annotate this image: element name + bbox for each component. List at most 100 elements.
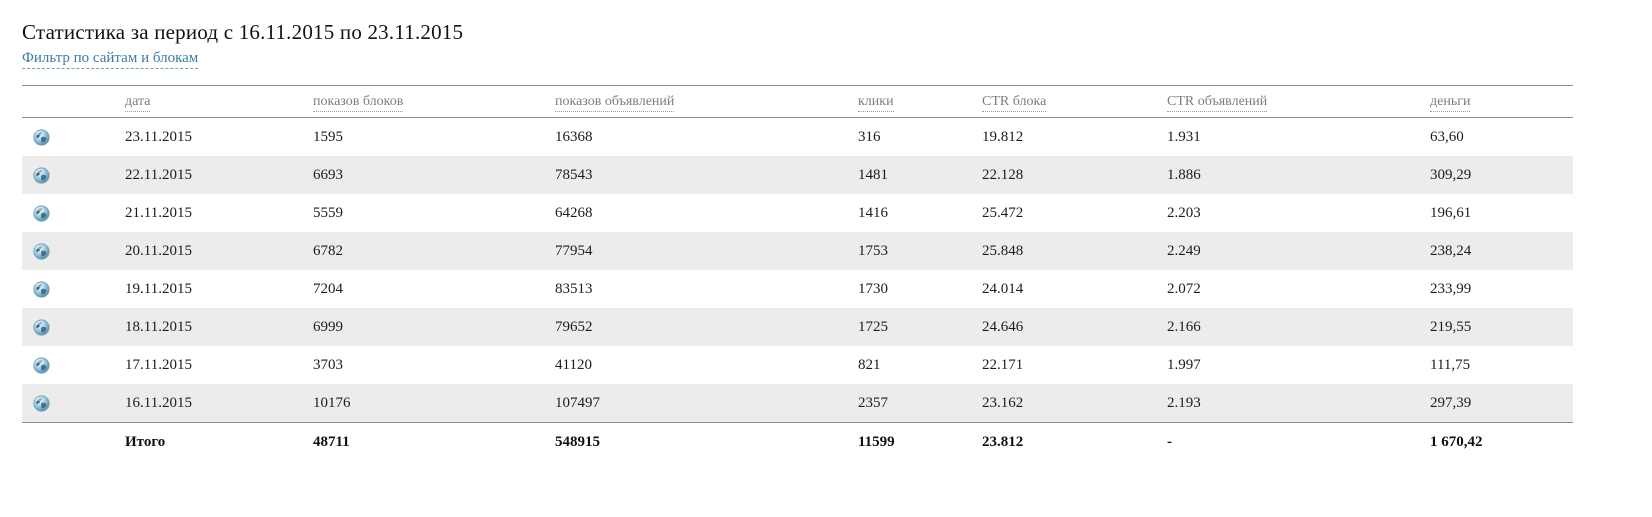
cell-clicks: 1416 [858, 204, 888, 221]
cell-money: 297,39 [1430, 384, 1573, 423]
cell-date: 23.11.2015 [125, 128, 192, 145]
cell-ctr-ads: 2.249 [1167, 232, 1430, 270]
cell-date: 16.11.2015 [125, 384, 313, 423]
site-icon-cell[interactable] [22, 118, 125, 157]
cell-ctr-block: 19.812 [982, 128, 1024, 145]
column-header-ctr-block: CTR блока [982, 86, 1167, 118]
cell-ctr-block: 24.646 [982, 308, 1167, 346]
globe-icon [33, 280, 50, 298]
cell-clicks: 1481 [858, 156, 982, 194]
table-row: 22.11.2015 6693 78543 1481 22.128 1.886 309,29 [22, 156, 1573, 194]
cell-money: 219,55 [1430, 308, 1573, 346]
cell-ctr-ads: 2.072 [1167, 280, 1201, 297]
globe-icon [33, 318, 50, 336]
globe-icon [33, 166, 50, 184]
cell-clicks: 1753 [858, 232, 982, 270]
column-header-clicks: клики [858, 86, 982, 118]
cell-block-shows: 6999 [313, 308, 555, 346]
total-ctr-block: 23.812 [982, 433, 1024, 450]
site-icon-cell[interactable] [22, 156, 125, 194]
total-row: Итого 48711 548915 11599 23.812 - 1 670,… [22, 422, 1573, 462]
site-icon-cell[interactable] [22, 270, 125, 308]
site-icon-cell[interactable] [22, 232, 125, 270]
cell-block-shows: 6693 [313, 156, 555, 194]
cell-ctr-ads: 2.193 [1167, 384, 1430, 423]
globe-icon [33, 242, 50, 260]
cell-date: 19.11.2015 [125, 280, 192, 297]
total-money: 1 670,42 [1430, 433, 1483, 450]
table-row: 23.11.2015 1595 16368 316 19.812 1.931 63,60 [22, 118, 1573, 157]
column-header-ctr-ads: CTR объявлений [1167, 86, 1430, 118]
cell-date: 18.11.2015 [125, 308, 313, 346]
cell-money: 111,75 [1430, 356, 1471, 373]
cell-ad-shows: 78543 [555, 156, 858, 194]
cell-block-shows: 1595 [313, 128, 343, 145]
total-ctr-ads: - [1167, 433, 1172, 450]
cell-ad-shows: 64268 [555, 204, 593, 221]
cell-ad-shows: 77954 [555, 232, 858, 270]
cell-date: 21.11.2015 [125, 204, 192, 221]
cell-ctr-block: 24.014 [982, 280, 1024, 297]
cell-money: 233,99 [1430, 280, 1472, 297]
statistics-table: дата показов блоков показов объявлений к… [22, 85, 1573, 461]
table-row: 16.11.2015 10176 107497 2357 23.162 2.193 297,… [22, 384, 1573, 423]
cell-clicks: 1730 [858, 280, 888, 297]
cell-clicks: 1725 [858, 308, 982, 346]
cell-money: 63,60 [1430, 128, 1464, 145]
cell-ctr-ads: 2.203 [1167, 204, 1201, 221]
site-icon-cell[interactable] [22, 308, 125, 346]
globe-icon [33, 204, 50, 222]
sort-ad-shows[interactable]: показов объявлений [555, 93, 675, 112]
cell-clicks: 316 [858, 128, 881, 145]
cell-money: 238,24 [1430, 232, 1573, 270]
cell-ad-shows: 83513 [555, 280, 593, 297]
cell-ad-shows: 41120 [555, 356, 592, 373]
sort-ctr-block[interactable]: CTR блока [982, 93, 1047, 112]
column-header-money: деньги [1430, 86, 1573, 118]
globe-icon [33, 128, 50, 146]
cell-block-shows: 6782 [313, 232, 555, 270]
sort-date[interactable]: дата [125, 93, 151, 112]
site-icon-cell[interactable] [22, 194, 125, 232]
sort-ctr-ads[interactable]: CTR объявлений [1167, 93, 1268, 112]
globe-icon [33, 394, 50, 412]
table-row: 17.11.2015 3703 41120 821 22.171 1.997 111,75 [22, 346, 1573, 384]
sort-clicks[interactable]: клики [858, 93, 894, 112]
cell-date: 22.11.2015 [125, 156, 313, 194]
cell-block-shows: 5559 [313, 204, 343, 221]
stats-page: Статистика за период с 16.11.2015 по 23.… [22, 0, 1652, 461]
site-icon-cell[interactable] [22, 384, 125, 423]
cell-ctr-block: 25.472 [982, 204, 1024, 221]
table-body: 23.11.2015 1595 16368 316 19.812 1.931 63,60 22… [22, 118, 1573, 423]
page-title: Статистика за период с 16.11.2015 по 23.… [22, 20, 464, 44]
filter-by-sites-blocks-link[interactable]: Фильтр по сайтам и блокам [22, 50, 199, 69]
total-block-shows: 48711 [313, 433, 350, 450]
sort-block-shows[interactable]: показов блоков [313, 93, 404, 112]
cell-clicks: 2357 [858, 384, 982, 423]
cell-ctr-block: 22.128 [982, 156, 1167, 194]
table-row: 21.11.2015 5559 64268 1416 25.472 2.203 196,61 [22, 194, 1573, 232]
column-header-ad-shows: показов объявлений [555, 86, 858, 118]
cell-date: 17.11.2015 [125, 356, 192, 373]
total-clicks: 11599 [858, 433, 895, 450]
table-row: 18.11.2015 6999 79652 1725 24.646 2.166 219,55 [22, 308, 1573, 346]
column-header-block-shows: показов блоков [313, 86, 555, 118]
site-icon-cell[interactable] [22, 346, 125, 384]
cell-clicks: 821 [858, 356, 881, 373]
sort-money[interactable]: деньги [1430, 93, 1471, 112]
cell-money: 309,29 [1430, 156, 1573, 194]
cell-ad-shows: 16368 [555, 128, 593, 145]
table-header-row: дата показов блоков показов объявлений к… [22, 85, 1573, 118]
cell-block-shows: 10176 [313, 384, 555, 423]
cell-date: 20.11.2015 [125, 232, 313, 270]
cell-ctr-block: 22.171 [982, 356, 1024, 373]
column-header-icon [22, 86, 125, 118]
cell-ctr-block: 25.848 [982, 232, 1167, 270]
cell-block-shows: 3703 [313, 356, 343, 373]
cell-ctr-ads: 2.166 [1167, 308, 1430, 346]
cell-ctr-block: 23.162 [982, 384, 1167, 423]
cell-ad-shows: 79652 [555, 308, 858, 346]
cell-ctr-ads: 1.997 [1167, 356, 1201, 373]
cell-ad-shows: 107497 [555, 384, 858, 423]
cell-ctr-ads: 1.931 [1167, 128, 1201, 145]
